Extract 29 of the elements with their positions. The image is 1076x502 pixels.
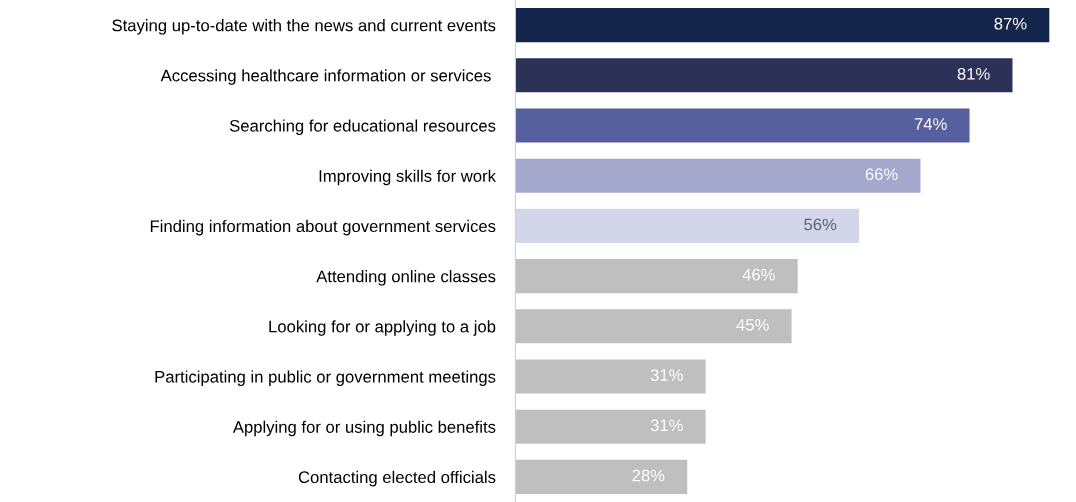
bar [515,409,706,444]
bar [515,108,970,143]
bar [515,259,798,294]
bar [515,8,1050,43]
y-tick-label: Finding information about government services [150,219,496,236]
bar [515,459,688,494]
y-tick-label: Improving skills for work [319,169,496,186]
bar [515,359,706,394]
y-tick-label: Contacting elected officials [298,470,496,487]
data-label: 28% [632,469,665,482]
data-label: 31% [650,369,683,381]
y-tick-label: Staying up-to-date with the news and current events [112,19,496,35]
data-label: 56% [804,218,837,231]
data-label: 45% [736,319,769,331]
data-label: 74% [914,118,947,130]
y-tick-label: Attending online classes [316,270,496,286]
bar [515,309,792,344]
bar [515,158,921,193]
bar [515,58,1013,93]
data-label: 66% [865,168,898,181]
data-label: 87% [994,17,1027,30]
y-tick-label: Participating in public or government meetings [155,370,496,386]
y-tick-label: Looking for or applying to a job [269,320,496,336]
y-tick-label: Searching for educational resources [229,119,496,135]
y-tick-label: Accessing healthcare information or services [160,69,491,85]
data-label: 46% [742,268,775,281]
data-label: 31% [650,419,683,432]
y-tick-label: Applying for or using public benefits [232,420,496,437]
data-label: 81% [957,67,990,80]
